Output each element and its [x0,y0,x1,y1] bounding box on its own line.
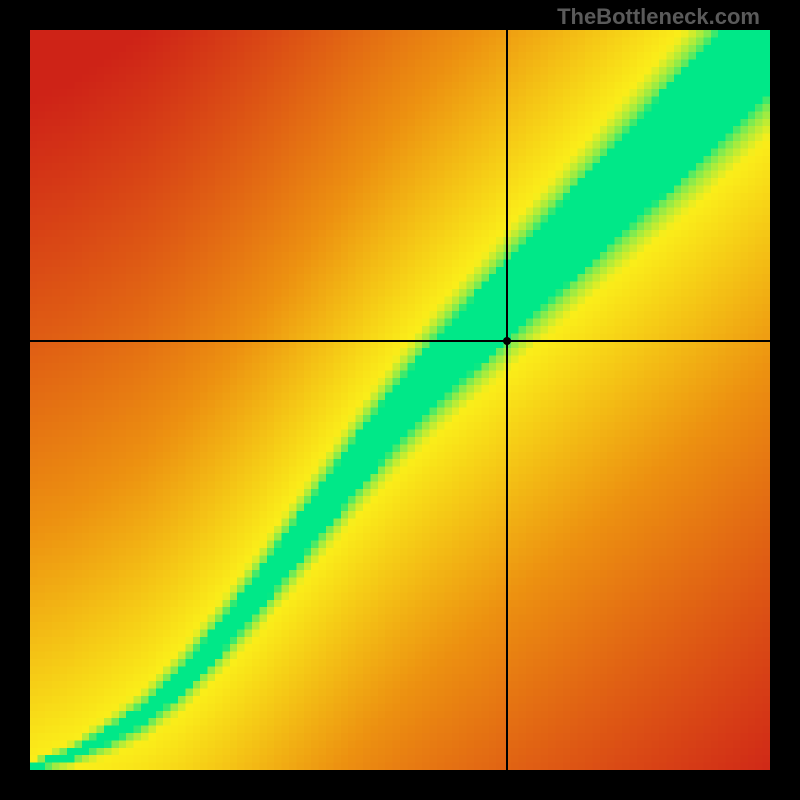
watermark-text: TheBottleneck.com [557,4,760,30]
crosshair-marker [503,337,511,345]
crosshair-vertical [506,30,508,770]
chart-container: { "watermark": "TheBottleneck.com", "cha… [0,0,800,800]
bottleneck-heatmap [30,30,770,770]
crosshair-horizontal [30,340,770,342]
